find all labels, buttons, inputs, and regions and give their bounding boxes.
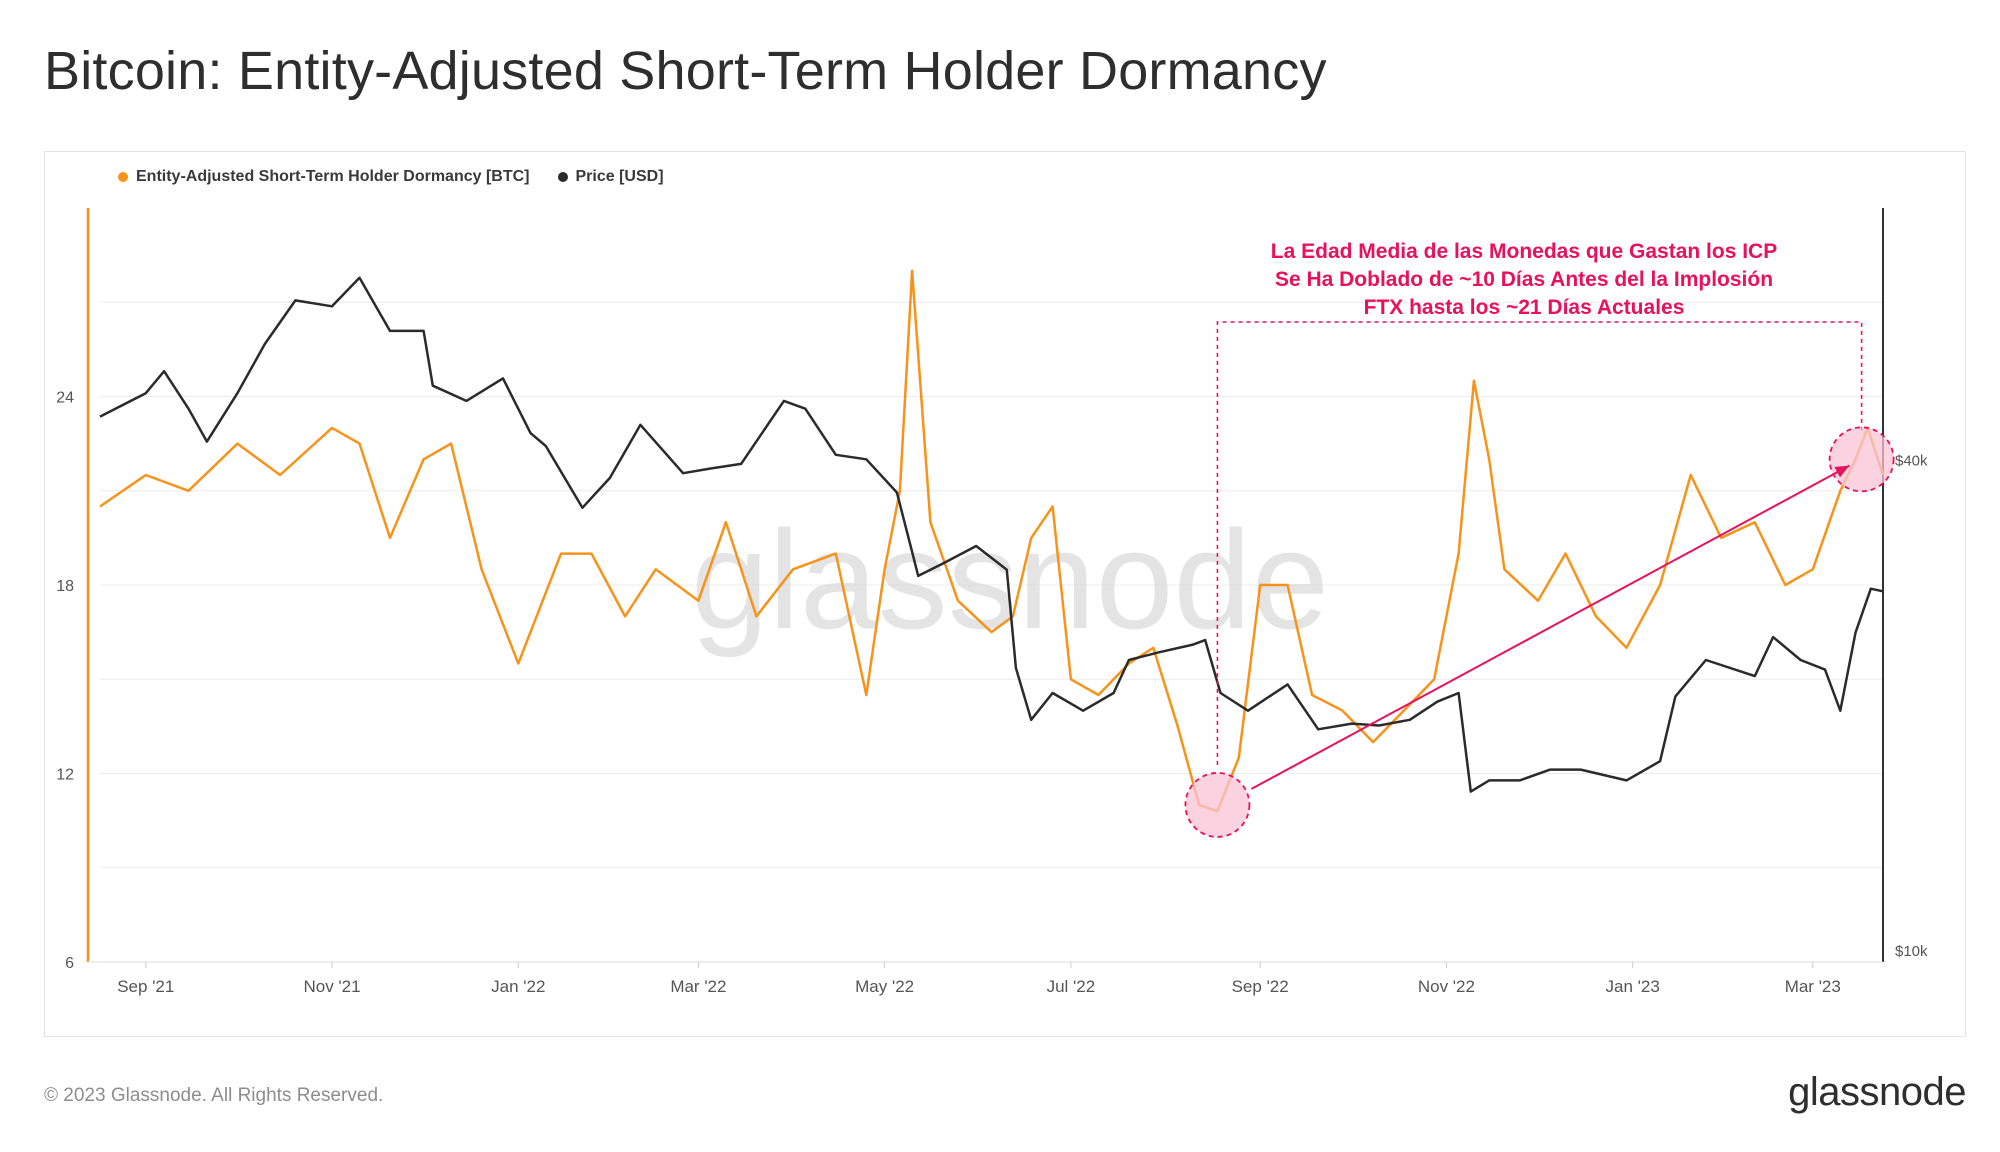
legend-label-price: Price [USD] — [575, 168, 664, 185]
chart-frame — [44, 151, 1966, 1037]
x-tick-label: May '22 — [855, 977, 914, 996]
y-right-tick-label: $10k — [1895, 943, 1928, 960]
x-tick-label: Mar '22 — [670, 977, 726, 996]
trend-arrow-line — [1250, 464, 1850, 790]
legend-item-price[interactable]: Price [USD] — [557, 168, 664, 186]
legend-marker-dormancy — [118, 172, 128, 182]
y-right-tick-label: $40k — [1895, 452, 1928, 469]
annotation-text-line: FTX hasta los ~21 Días Actuales — [1364, 296, 1685, 319]
page-title: Bitcoin: Entity-Adjusted Short-Term Hold… — [44, 41, 1327, 101]
annotation-text-line: Se Ha Doblado de ~10 Días Antes del la I… — [1275, 268, 1773, 291]
trend-arrow-head — [1834, 465, 1850, 478]
x-axis-labels: Sep '21 Nov '21 Jan '22 Mar '22 May '22 Jul '… — [117, 962, 1841, 996]
legend-item-dormancy[interactable]: Entity-Adjusted Short-Term Holder Dorman… — [118, 168, 530, 186]
axes — [86, 208, 1884, 963]
x-tick-label: Nov '22 — [1418, 977, 1475, 996]
highlight-circle — [1184, 772, 1251, 838]
y-tick-label: 6 — [65, 955, 74, 972]
x-tick-label: Nov '21 — [303, 977, 360, 996]
x-tick-label: Mar '23 — [1785, 977, 1841, 996]
y-tick-label: 18 — [56, 578, 74, 595]
annotations: La Edad Media de las Monedas que Gastan … — [1184, 240, 1895, 838]
price-line — [99, 276, 1884, 793]
x-tick-label: Jul '22 — [1047, 977, 1096, 996]
legend-label-dormancy: Entity-Adjusted Short-Term Holder Dorman… — [136, 168, 530, 185]
footer-logo: glassnode — [1788, 1070, 1966, 1114]
x-tick-label: Sep '21 — [117, 977, 174, 996]
x-tick-label: Jan '23 — [1605, 977, 1659, 996]
series-lines — [99, 269, 1885, 813]
y-tick-label: 24 — [56, 390, 74, 407]
y-tick-label: 12 — [56, 767, 74, 784]
annotation-text-line: La Edad Media de las Monedas que Gastan … — [1271, 240, 1777, 263]
x-tick-label: Sep '22 — [1232, 977, 1289, 996]
watermark: glassnode — [691, 501, 1329, 658]
dormancy-line — [99, 269, 1885, 813]
footer-copyright: © 2023 Glassnode. All Rights Reserved. — [44, 1085, 384, 1106]
legend-marker-price — [557, 172, 568, 182]
x-tick-label: Jan '22 — [491, 977, 545, 996]
y-axis-labels: 6 12 18 24 $10k $40k — [56, 390, 1928, 973]
highlight-circle — [1828, 426, 1895, 493]
legend: Entity-Adjusted Short-Term Holder Dorman… — [118, 168, 664, 186]
